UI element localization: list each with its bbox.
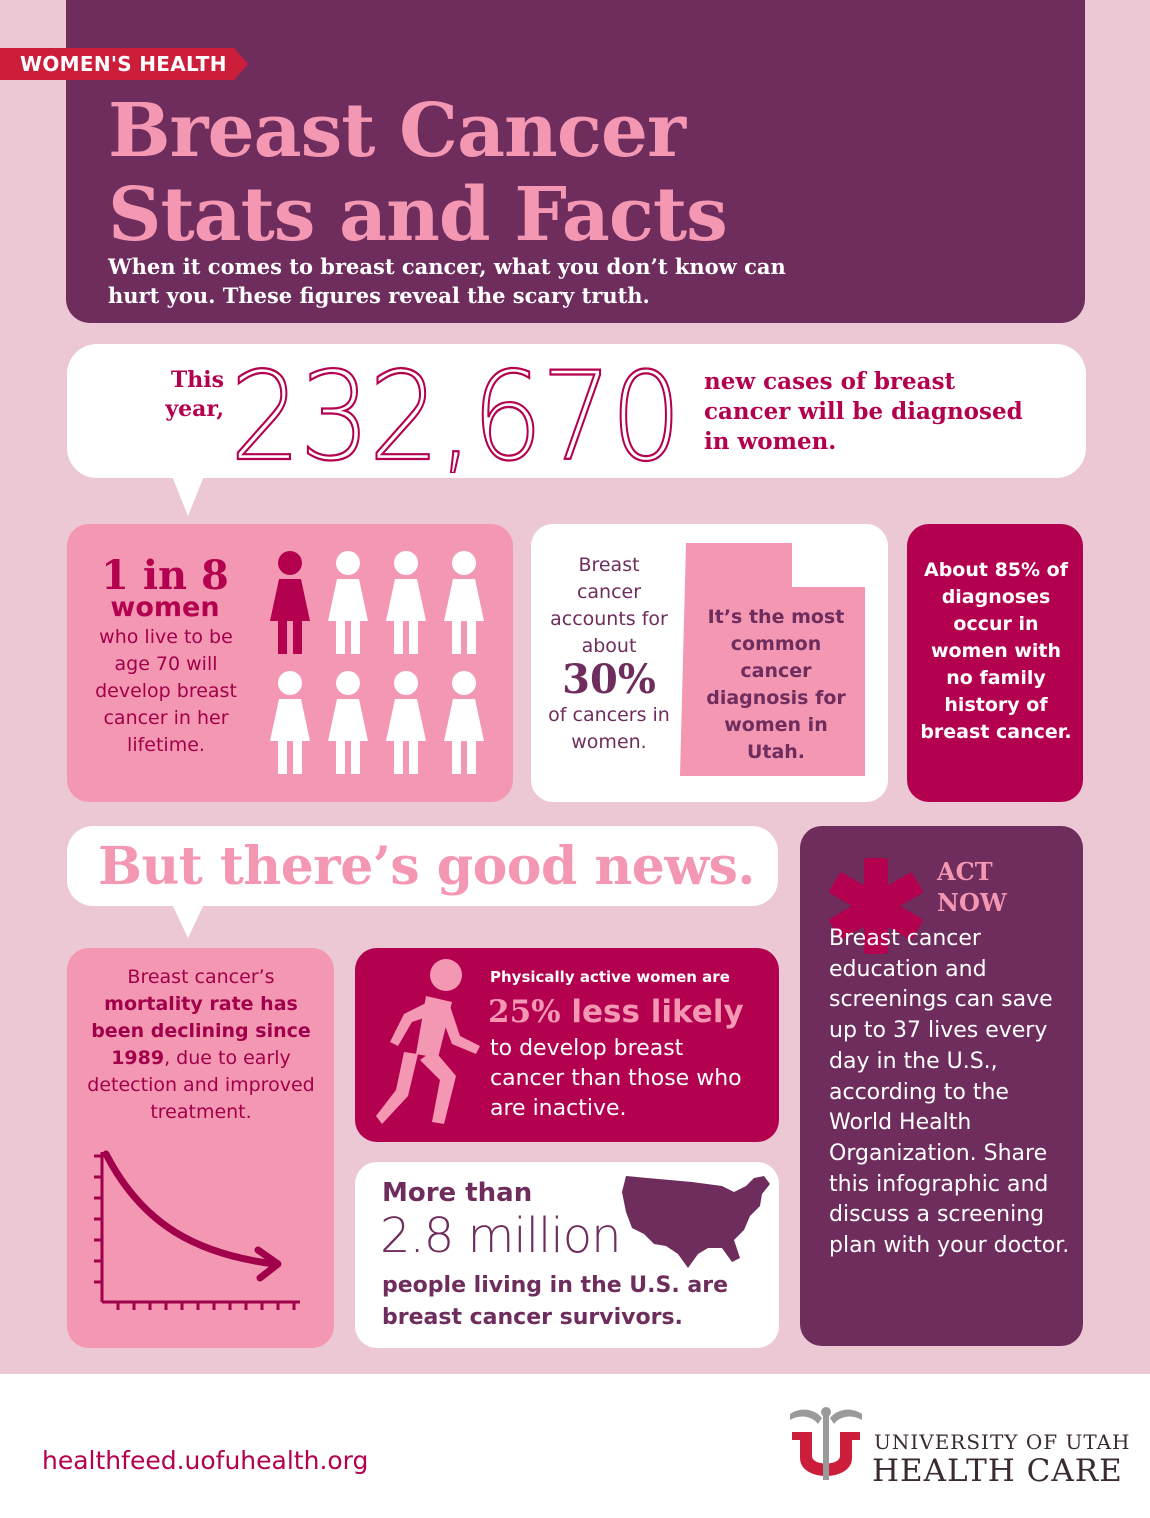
bubble-tail (172, 904, 204, 938)
mortality-text-post: , due to early detection and improved tr… (87, 1047, 315, 1123)
usa-map-icon (622, 1176, 770, 1268)
one-in-eight-word: women (110, 592, 220, 623)
cases-number-text: 232,670 (230, 346, 680, 473)
footer (0, 1374, 1150, 1518)
good-news-headline: But there’s good news. (98, 836, 755, 897)
mortality-text-pre: Breast cancer’s (127, 966, 275, 988)
women-icons-grid (270, 551, 484, 774)
footer-url[interactable]: healthfeed.uofuhealth.org (42, 1446, 369, 1475)
active-stat-words: less likely (571, 994, 744, 1030)
family-history-text: About 85% of diagnoses occur in women wi… (920, 559, 1072, 743)
page-subtitle: When it comes to breast cancer, what you… (108, 254, 786, 308)
woman-icon (444, 551, 484, 654)
org-name-line2: HEALTH CARE (872, 1453, 1123, 1489)
section-tag: WOMEN'S HEALTH (20, 52, 227, 76)
survivors-lead: More than (382, 1178, 533, 1208)
one-in-eight-description: who live to be age 70 will develop breas… (95, 626, 237, 756)
family-history-card (907, 524, 1083, 802)
utah-text: It’s the most common cancer diagnosis fo… (706, 606, 846, 763)
utah-map-icon (680, 543, 865, 776)
act-now-title-line2: NOW (937, 888, 1007, 917)
declining-chart-icon (94, 1150, 300, 1310)
bubble-tail (172, 476, 204, 516)
asterisk-icon (829, 858, 923, 954)
page-title-line1: Breast Cancer (108, 88, 686, 174)
thirty-percent-stat: 30% (562, 656, 656, 703)
act-now-title: ACT NOW (937, 856, 1007, 918)
mortality-text: Breast cancer’s mortality rate has been … (84, 964, 318, 1126)
active-trail: to develop breast cancer than those who … (490, 1036, 742, 1121)
woman-icon (444, 671, 484, 774)
cases-number: 232,670 (229, 345, 683, 473)
one-in-eight-stat: 1 in 8 (101, 552, 229, 599)
woman-icon (270, 671, 310, 774)
active-stat: 25% less likely (488, 994, 768, 1030)
survivors-number: 2.8 million (380, 1208, 621, 1264)
mortality-card (67, 948, 334, 1348)
mortality-text-bold: mortality rate has been declining since … (91, 993, 311, 1069)
woman-icon (386, 671, 426, 774)
active-lead: Physically active women are (490, 968, 730, 986)
ribbon-tag-icon (0, 48, 248, 80)
survivors-trail: people living in the U.S. are breast can… (382, 1273, 729, 1330)
org-name-line1: UNIVERSITY OF UTAH (874, 1430, 1131, 1454)
thirty-percent-lead: Breast cancer accounts for about (550, 554, 668, 657)
woman-icon (386, 551, 426, 654)
uofu-logo-icon (790, 1407, 862, 1480)
act-now-text: Breast cancer education and screenings c… (829, 926, 1070, 1259)
cases-lead: This year, (165, 367, 224, 422)
page-title-line2: Stats and Facts (108, 172, 728, 258)
good-news-bubble (67, 826, 778, 906)
cases-bubble (67, 344, 1086, 478)
cases-trail: new cases of breast cancer will be diagn… (704, 368, 1023, 455)
woman-icon (328, 671, 368, 774)
active-stat-number: 25% (488, 994, 561, 1030)
runner-icon (376, 959, 480, 1124)
woman-icon (328, 551, 368, 654)
thirty-percent-trail: of cancers in women. (548, 704, 670, 753)
act-now-title-line1: ACT (937, 857, 993, 886)
woman-icon (270, 551, 310, 654)
